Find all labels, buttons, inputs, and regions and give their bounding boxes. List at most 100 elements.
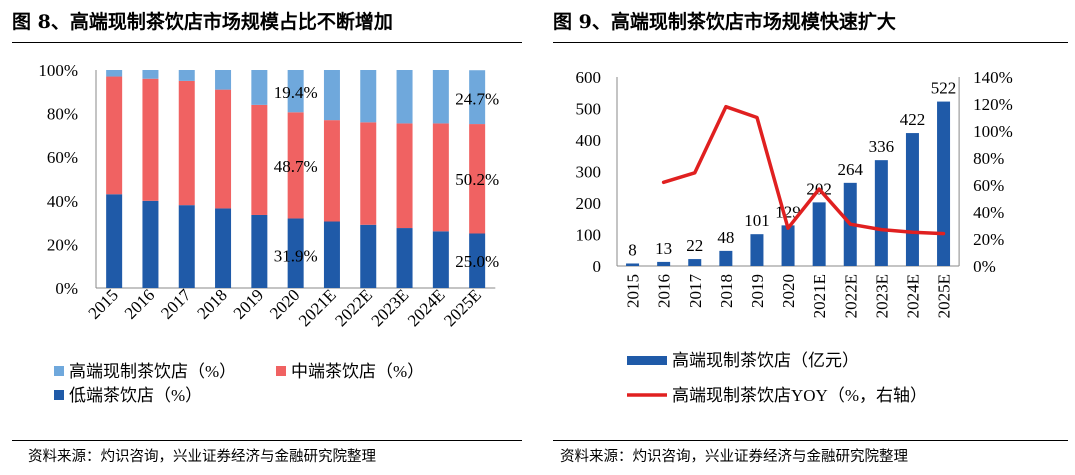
left-data-label: 25.0% [455, 252, 499, 271]
right-bar-value-label: 101 [744, 211, 770, 230]
left-chart-title: 图 8、高端现制茶饮店市场规模占比不断增加 [12, 11, 393, 33]
left-bar-segment-mid [106, 76, 123, 195]
right-bar-value-label: 264 [838, 160, 864, 179]
right-legend-bar-swatch [627, 356, 667, 365]
left-data-label: 19.4% [274, 83, 318, 102]
right-x-tick-label: 2025E [935, 274, 954, 318]
left-bar-segment-low [251, 214, 268, 288]
left-data-label: 24.7% [455, 89, 499, 108]
right-right-tick-label: 80% [973, 149, 1004, 168]
right-x-tick-label: 2022E [841, 274, 860, 318]
left-bar-segment-high [215, 70, 232, 90]
left-source-rule [12, 440, 522, 441]
right-x-tick-label: 2021E [810, 274, 829, 318]
right-left-tick-label: 500 [576, 100, 602, 119]
left-data-label: 31.9% [274, 246, 318, 265]
left-bar-segment-mid [178, 80, 195, 206]
right-bar [905, 133, 919, 266]
right-bar-value-label: 522 [931, 79, 957, 98]
right-x-tick-label: 2020 [779, 274, 798, 308]
left-bar-segment-low [432, 231, 449, 288]
right-left-tick-label: 600 [576, 68, 602, 87]
left-legend-label: 中端茶饮店（%） [291, 362, 424, 381]
right-yoy-line [661, 104, 946, 236]
left-bar-segment-high [360, 70, 377, 123]
right-x-tick-label: 2018 [717, 274, 736, 308]
left-bar-segment-mid [323, 120, 340, 222]
left-bar-segment-low [469, 233, 486, 288]
right-bar [719, 250, 733, 266]
left-bar-segment-low [323, 221, 340, 288]
right-bar [812, 202, 826, 266]
right-bar-value-label: 336 [869, 137, 895, 156]
left-bar-segment-mid [432, 123, 449, 232]
left-bar-segment-low [396, 228, 413, 288]
right-right-tick-label: 60% [973, 176, 1004, 195]
left-bar-segment-high [142, 70, 159, 79]
left-bar-segment-high [432, 70, 449, 124]
right-bar [874, 160, 888, 266]
right-bar [781, 225, 795, 266]
left-bar-segment-high [396, 70, 413, 124]
left-bar-segment-low [287, 218, 304, 288]
right-legend-bar-label: 高端现制茶饮店（亿元） [672, 351, 859, 370]
right-bar-value-label: 8 [628, 240, 637, 259]
left-data-label: 50.2% [455, 170, 499, 189]
right-bar-value-label: 13 [655, 239, 672, 258]
left-legend-swatch [276, 366, 286, 376]
right-left-tick-label: 300 [576, 163, 602, 182]
right-chart-title: 图 9、高端现制茶饮店市场规模快速扩大 [553, 11, 896, 33]
right-left-tick-label: 100 [576, 226, 602, 245]
left-bar-segment-low [142, 200, 159, 288]
right-x-tick-label: 2015 [624, 274, 643, 308]
left-bar-segment-mid [142, 78, 159, 201]
right-x-tick-label: 2017 [686, 274, 705, 309]
right-bar [626, 263, 640, 266]
right-right-tick-label: 0% [973, 257, 996, 276]
left-y-tick-label: 40% [47, 192, 78, 211]
left-legend-swatch [54, 390, 64, 400]
right-source-rule [553, 440, 1068, 441]
right-left-tick-label: 0 [593, 257, 602, 276]
right-bar [937, 101, 951, 266]
right-right-tick-label: 100% [973, 122, 1013, 141]
left-data-label: 48.7% [274, 157, 318, 176]
left-bar-segment-mid [287, 112, 304, 219]
right-x-tick-label: 2024E [903, 274, 922, 318]
left-y-tick-label: 20% [47, 235, 78, 254]
right-bar-value-label: 48 [717, 228, 734, 247]
right-x-tick-label: 2023E [872, 274, 891, 318]
right-x-tick-label: 2016 [655, 274, 674, 308]
right-x-tick-label: 2019 [748, 274, 767, 308]
right-source-note: 资料来源：灼识咨询，兴业证券经济与金融研究院整理 [560, 449, 908, 465]
right-right-tick-label: 40% [973, 203, 1004, 222]
right-right-tick-label: 120% [973, 95, 1013, 114]
left-bar-segment-high [287, 70, 304, 113]
left-bar-segment-low [215, 208, 232, 288]
left-legend-swatch [54, 366, 64, 376]
right-left-tick-label: 200 [576, 194, 602, 213]
left-legend-label: 高端现制茶饮店（%） [69, 362, 236, 381]
left-bar-segment-mid [469, 124, 486, 234]
left-y-tick-label: 80% [47, 105, 78, 124]
right-right-tick-label: 140% [973, 68, 1013, 87]
left-bar-segment-high [251, 70, 268, 105]
left-bar-segment-mid [215, 89, 232, 209]
left-bar-segment-high [178, 70, 195, 81]
left-bar-segment-high [469, 70, 486, 125]
left-bar-segment-mid [360, 122, 377, 225]
left-bar-segment-low [360, 224, 377, 288]
left-bar-segment-high [323, 70, 340, 121]
right-left-tick-label: 400 [576, 131, 602, 150]
right-right-tick-label: 20% [973, 230, 1004, 249]
right-bar [750, 234, 764, 266]
right-bar-value-label: 422 [900, 110, 926, 129]
right-legend-line-label: 高端现制茶饮店YOY（%，右轴） [672, 386, 927, 405]
left-y-tick-label: 60% [47, 148, 78, 167]
right-bar [688, 259, 702, 266]
left-bar-segment-mid [251, 104, 268, 215]
left-bar-segment-high [106, 70, 123, 77]
left-y-tick-label: 100% [38, 61, 78, 80]
